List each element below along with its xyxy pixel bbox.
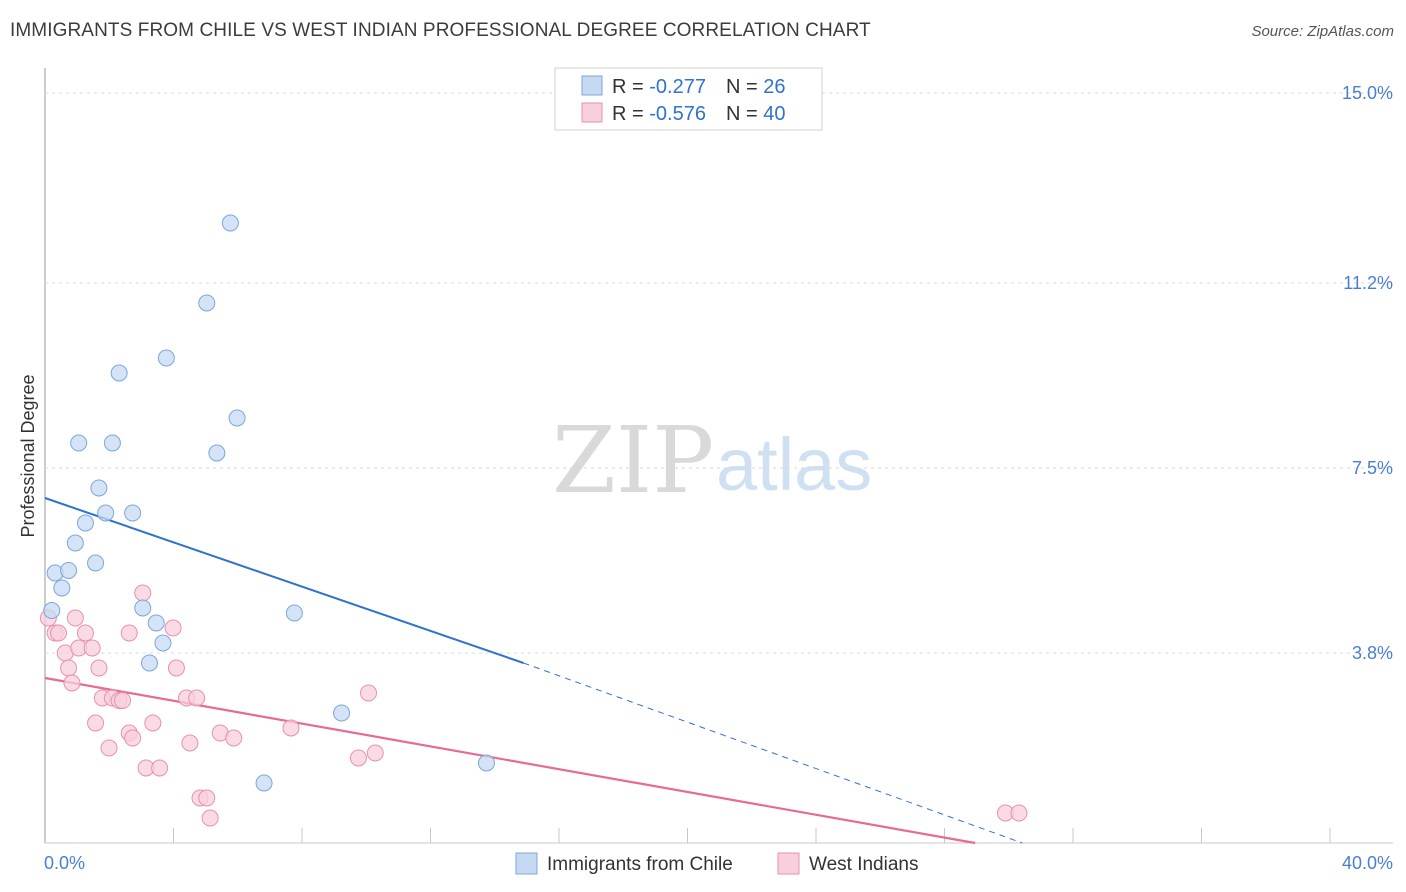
data-point-chile-2: [53, 579, 71, 597]
data-point-west-indians-6: [66, 609, 84, 627]
data-point-chile-19: [208, 444, 226, 462]
x-tick-label-min: 0.0%: [44, 853, 85, 873]
data-point-west-indians-24: [164, 619, 182, 637]
data-point-chile-3: [60, 562, 78, 579]
data-point-west-indians-20: [134, 584, 152, 602]
data-point-chile-18: [198, 294, 216, 312]
legend-swatch-blue: [581, 75, 603, 96]
data-point-west-indians-33: [225, 729, 243, 747]
bottom-legend-label-chile: Immigrants from Chile: [547, 854, 733, 875]
data-point-west-indians-39: [1010, 804, 1028, 822]
data-point-chile-8: [90, 479, 108, 497]
y-tick-label-1: 7.5%: [1352, 458, 1393, 478]
legend-r-value-blue: -0.277: [649, 76, 706, 98]
data-point-west-indians-10: [87, 714, 105, 732]
data-point-chile-5: [70, 434, 88, 452]
legend-swatch-pink: [581, 102, 603, 123]
watermark: ZIP atlas: [552, 407, 872, 514]
data-point-west-indians-34: [282, 719, 300, 737]
data-point-west-indians-31: [201, 809, 219, 827]
data-point-west-indians-37: [366, 744, 384, 762]
trend-line-chile: [44, 497, 524, 664]
bottom-legend-swatch-west-indians: [777, 852, 800, 875]
data-point-west-indians-11: [90, 659, 108, 677]
legend-r-value-pink: -0.576: [649, 103, 706, 125]
data-point-chile-22: [255, 774, 273, 792]
data-point-chile-10: [103, 434, 121, 452]
data-point-west-indians-9: [83, 639, 101, 657]
data-point-chile-16: [154, 634, 172, 652]
data-point-chile-4: [66, 534, 84, 552]
data-point-chile-15: [147, 614, 165, 632]
data-point-chile-11: [110, 364, 128, 382]
data-point-west-indians-27: [181, 734, 199, 752]
data-point-chile-24: [333, 704, 351, 722]
legend-n-label-blue: N =: [726, 76, 763, 98]
data-point-chile-14: [140, 654, 158, 672]
y-tick-label-0: 3.8%: [1352, 643, 1393, 663]
data-point-west-indians-8: [76, 624, 94, 642]
chile-points: [43, 214, 495, 792]
x-tick-label-max: 40.0%: [1342, 853, 1393, 873]
correlation-legend: R = -0.277 N = 26 R = -0.576 N = 40: [554, 67, 823, 131]
grid-lines: [45, 92, 1393, 654]
trend-line-chile-extension: [523, 662, 1023, 844]
data-point-chile-7: [87, 554, 105, 572]
legend-n-value-blue: 26: [763, 76, 785, 98]
bottom-legend-swatch-chile: [515, 852, 538, 875]
data-point-chile-13: [134, 599, 152, 617]
data-point-west-indians-25: [167, 659, 185, 677]
data-point-west-indians-35: [349, 749, 367, 767]
data-point-chile-12: [124, 504, 142, 522]
legend-n-value-pink: 40: [763, 103, 785, 125]
data-point-west-indians-4: [60, 659, 78, 677]
series-legend: Immigrants from Chile West Indians: [515, 852, 918, 875]
data-point-chile-25: [477, 754, 495, 772]
data-point-west-indians-5: [63, 674, 81, 692]
legend-row-blue: R = -0.277 N = 26: [612, 76, 785, 98]
data-point-chile-21: [228, 409, 246, 427]
data-point-west-indians-16: [114, 692, 132, 709]
y-tick-label-2: 11.2%: [1343, 273, 1393, 293]
y-tick-labels: 3.8% 7.5% 11.2% 15.0%: [1342, 83, 1393, 663]
watermark-atlas: atlas: [716, 423, 872, 506]
west-indians-points: [39, 584, 1028, 827]
data-point-west-indians-30: [198, 789, 216, 807]
y-tick-label-3: 15.0%: [1342, 83, 1393, 103]
legend-r-label-pink: R =: [612, 103, 649, 125]
watermark-zip: ZIP: [552, 407, 714, 514]
legend-row-pink: R = -0.576 N = 40: [612, 103, 785, 125]
data-point-chile-23: [285, 604, 303, 622]
legend-n-label-pink: N =: [726, 103, 763, 125]
chart-title: IMMIGRANTS FROM CHILE VS WEST INDIAN PRO…: [10, 20, 871, 41]
x-tick-marks: [173, 828, 1331, 843]
data-point-west-indians-2: [49, 624, 67, 642]
data-point-chile-6: [76, 514, 94, 532]
data-point-west-indians-36: [360, 684, 378, 702]
data-point-chile-17: [157, 349, 175, 367]
y-axis-label: Professional Degree: [18, 374, 38, 537]
data-point-west-indians-23: [151, 759, 169, 777]
data-point-west-indians-19: [124, 729, 142, 747]
data-point-west-indians-22: [144, 714, 162, 732]
data-point-west-indians-17: [120, 624, 138, 642]
data-point-chile-0: [43, 602, 61, 619]
data-point-west-indians-28: [188, 689, 206, 707]
legend-r-label-blue: R =: [612, 76, 649, 98]
source-label: Source: ZipAtlas.com: [1251, 23, 1394, 40]
trend-lines: [44, 497, 1023, 845]
data-point-west-indians-13: [100, 739, 118, 757]
bottom-legend-label-west-indians: West Indians: [809, 854, 918, 875]
data-point-chile-9: [97, 504, 115, 522]
data-point-chile-20: [221, 214, 239, 232]
